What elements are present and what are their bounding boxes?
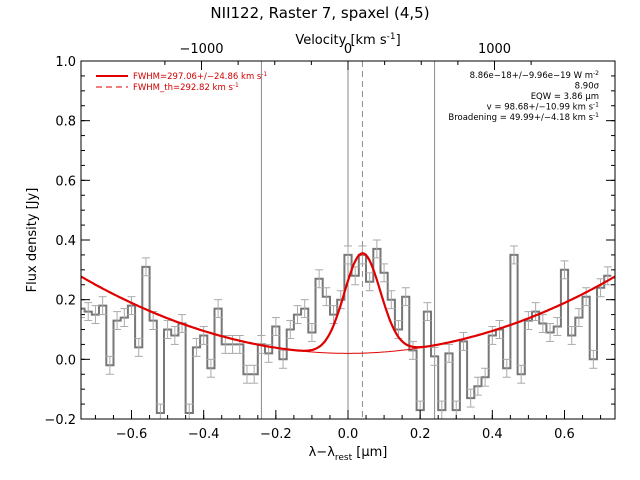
x-tick-label: 0.4: [482, 427, 503, 442]
x-tick-label: 0.2: [410, 427, 431, 442]
y-tick-label: 0.2: [55, 294, 76, 309]
x-tick-label: −0.6: [116, 427, 148, 442]
x-tick-label: 0.0: [338, 427, 359, 442]
top-tick-label: 0: [344, 42, 352, 57]
chart-text: −0.6 −0.4 −0.2 0.0 0.2 0.4 0.6 −1000 0 1000 −0.2 0.…: [44, 42, 599, 442]
y-tick-label: 0.4: [55, 234, 76, 249]
y-tick-label: 0.0: [55, 353, 76, 368]
chart-title: NII122, Raster 7, spaxel (4,5): [210, 4, 429, 22]
plot-content: [81, 61, 615, 419]
x-axis-label: λ−λrest [μm]: [309, 445, 388, 463]
y-tick-label: 0.6: [55, 174, 76, 189]
top-tick-label: −1000: [180, 42, 224, 57]
spectrum-histogram: [81, 247, 612, 414]
x-tick-label: −0.2: [260, 427, 292, 442]
y-tick-label: 0.8: [55, 115, 76, 130]
legend-entry: FWHM=297.06+/−24.86 km s-1: [133, 71, 268, 82]
plot-area: [81, 61, 615, 419]
x-tick-label: 0.6: [554, 427, 575, 442]
top-tick-label: 1000: [478, 42, 511, 57]
fit-curve: [81, 252, 615, 352]
fit-annotation: 8.90σ: [575, 82, 600, 92]
fit-annotation: 8.86e−18+/−9.96e−19 W m-2: [470, 70, 600, 81]
legend-entry: FWHM_th=292.82 km s-1: [133, 82, 239, 93]
y-axis-label: Flux density [Jy]: [25, 188, 40, 293]
fit-annotation: EQW = 3.86 μm: [531, 92, 599, 102]
axes: [80, 60, 616, 420]
x-tick-label: −0.4: [188, 427, 220, 442]
fit-annotation: Broadening = 49.99+/−4.18 km s-1: [448, 112, 599, 123]
fit-annotation: v = 98.68+/−10.99 km s-1: [487, 102, 600, 113]
top-axis-label: Velocity [km s-1]: [295, 32, 400, 48]
y-tick-label: 1.0: [55, 55, 76, 70]
y-tick-label: −0.2: [44, 413, 76, 428]
